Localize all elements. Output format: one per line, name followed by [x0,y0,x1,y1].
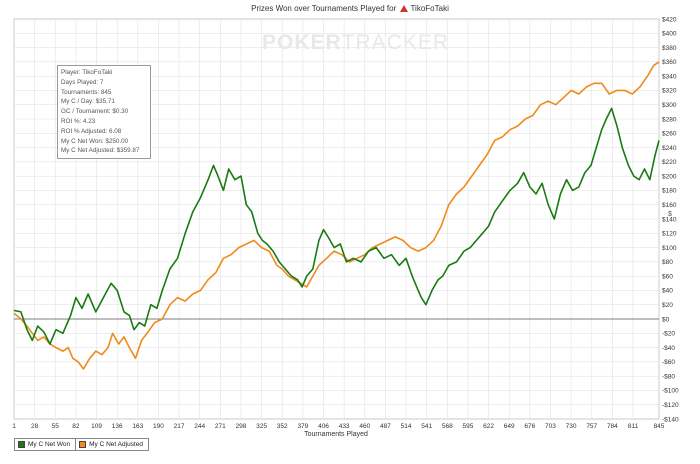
stat-net-won: My C Net Won: $250.00 [61,137,129,145]
y-tick-label: -$20 [662,331,675,338]
stat-player: Player: TikoFoTaki [61,69,113,76]
x-tick-label: 352 [277,423,288,430]
legend: My C Net Won My C Net Adjusted [14,438,149,451]
pokertracker-watermark: POKERTRACKER [262,31,449,55]
x-axis-ticks: 1 28 55 82 109 136 163 190 217 244 271 298 325 352 379… [12,423,665,430]
legend-swatch-net-won [18,441,25,448]
y-tick-label: $340 [662,73,677,80]
x-tick-label: 541 [421,423,432,430]
y-tick-label: $240 [662,145,677,152]
x-tick-label: 271 [215,423,226,430]
x-tick-label: 676 [524,423,535,430]
stat-roi: ROI %: 4.23 [61,117,96,125]
y-tick-label: $320 [662,88,677,95]
x-tick-label: 28 [31,423,39,430]
y-tick-label: $0 [662,316,670,323]
legend-item-net-won[interactable]: My C Net Won [15,439,75,450]
stat-per-day: My C / Day: $35.71 [61,98,115,106]
y-tick-label: $420 [662,16,677,23]
y-tick-label: -$60 [662,359,675,366]
x-tick-label: 649 [504,423,515,430]
x-tick-label: 163 [132,423,143,430]
y-tick-label: $220 [662,159,677,166]
x-tick-label: 136 [112,423,123,430]
y-tick-label: $280 [662,116,677,123]
stat-net-adjusted: My C Net Adjusted: $359.87 [61,147,140,155]
flag-icon [400,5,409,12]
x-tick-label: 487 [380,423,391,430]
y-tick-label: $60 [662,273,673,280]
series-line-net-adjusted [13,61,660,370]
y-tick-label: $200 [662,173,677,180]
y-tick-label: $80 [662,259,673,266]
stats-box: Player: TikoFoTaki Days Played: 7 Tourna… [57,65,151,160]
y-tick-label: $160 [662,202,677,209]
x-tick-label: 82 [72,423,80,430]
y-tick-label: $380 [662,45,677,52]
x-tick-label: 568 [442,423,453,430]
y-tick-label: $360 [662,59,677,66]
y-tick-label: $120 [662,231,677,238]
legend-label-net-adjusted: My C Net Adjusted [89,441,143,448]
x-tick-label: 190 [153,423,164,430]
series [13,61,660,370]
legend-item-net-adjusted[interactable]: My C Net Adjusted [75,439,148,450]
x-tick-label: 460 [359,423,370,430]
stat-tournaments: Tournaments: 845 [61,88,112,96]
y-tick-label: $40 [662,288,673,295]
x-tick-label: 244 [194,423,205,430]
x-tick-label: 730 [566,423,577,430]
x-tick-label: 217 [174,423,185,430]
legend-swatch-net-adjusted [79,441,87,448]
x-tick-label: 325 [256,423,267,430]
x-tick-label: 622 [483,423,494,430]
x-tick-label: 379 [297,423,308,430]
stat-roi-adjusted: ROI % Adjusted: 6.08 [61,127,122,135]
y-tick-label: $300 [662,102,677,109]
y-tick-label: -$40 [662,345,675,352]
y-tick-label: $180 [662,188,677,195]
x-tick-label: 406 [318,423,329,430]
y-tick-label: -$100 [662,388,679,395]
series-line-net-won [13,107,660,345]
chart-title-prefix: Prizes Won over Tournaments Played for [251,4,397,13]
watermark-light: TRACKER [341,31,450,54]
x-tick-label: 784 [607,423,618,430]
x-tick-label: 109 [91,423,102,430]
y-tick-label: $100 [662,245,677,252]
y-tick-label: $260 [662,131,677,138]
y-tick-label: $140 [662,216,677,223]
legend-label-net-won: My C Net Won [28,441,71,448]
grid [13,18,660,420]
x-tick-label: 595 [463,423,474,430]
x-tick-label: 1 [12,423,16,430]
stat-gc-per-tournament: GC / Tournament: $0.30 [61,108,129,116]
stat-days-played: Days Played: 7 [61,78,104,86]
x-tick-label: 757 [586,423,597,430]
x-tick-label: 55 [52,423,60,430]
x-tick-label: 298 [236,423,247,430]
x-tick-label: 845 [654,423,665,430]
y-tick-label: -$80 [662,373,675,380]
watermark-bold: POKER [262,31,342,54]
chart-title: Prizes Won over Tournaments Played for T… [0,4,700,13]
y-axis-ticks: -$140 -$120 -$100 -$80 -$60 -$40 -$20 $0 $20 $40 $… [662,16,679,423]
x-tick-label: 703 [545,423,556,430]
x-axis-title: Tournaments Played [304,431,368,438]
y-tick-label: -$140 [662,416,679,423]
chart-title-player: TikoFoTaki [410,4,449,13]
y-tick-label: $20 [662,302,673,309]
y-axis-unit: $ [668,211,672,218]
y-tick-label: $400 [662,31,677,38]
x-tick-label: 514 [401,423,412,430]
x-tick-label: 811 [628,423,639,430]
y-tick-label: -$120 [662,402,679,409]
x-tick-label: 433 [339,423,350,430]
